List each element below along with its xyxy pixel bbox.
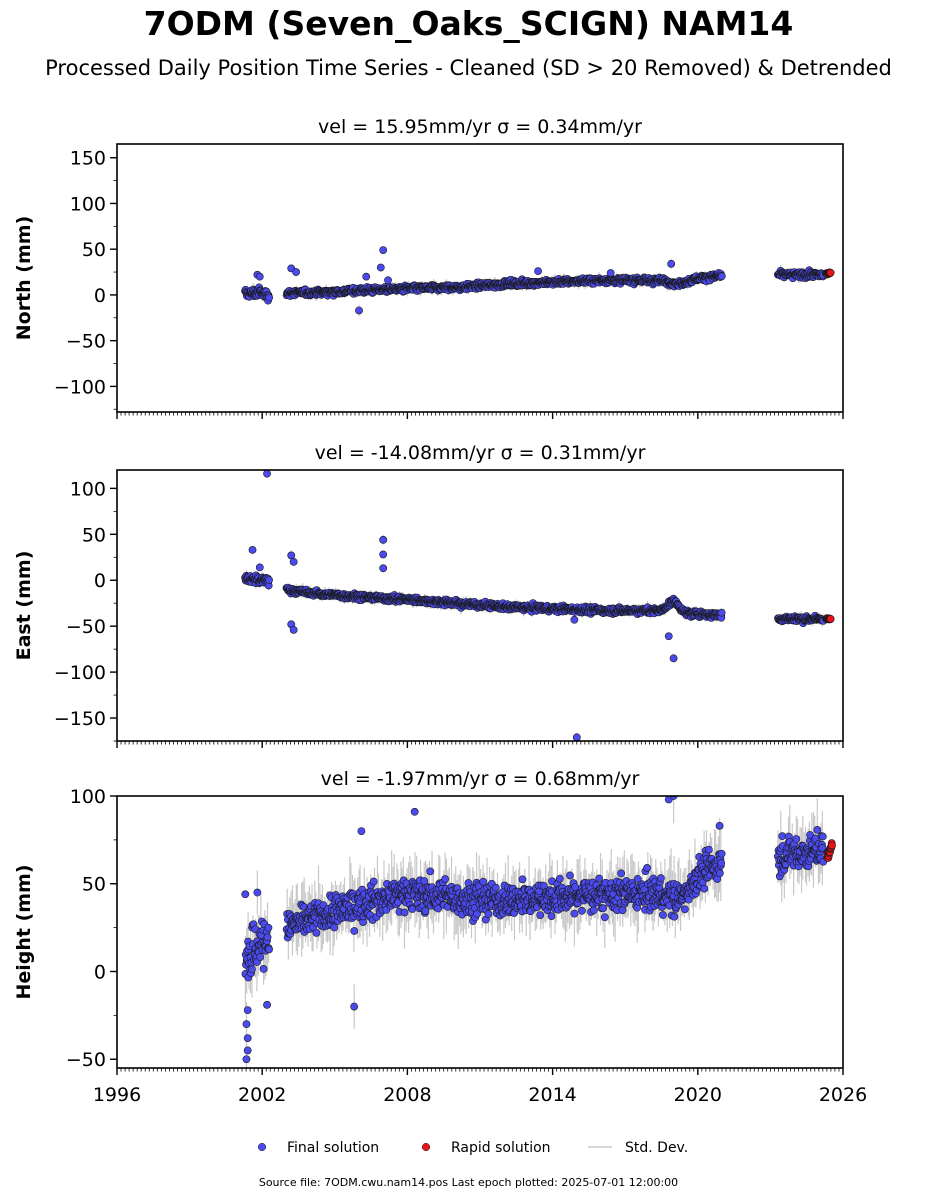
- y-tick-label: −150: [54, 708, 106, 730]
- final-point: [536, 911, 545, 919]
- plot-frame: [116, 143, 844, 413]
- final-point: [289, 625, 298, 634]
- rapid-point: [826, 268, 835, 277]
- final-point: [408, 905, 417, 913]
- final-point: [264, 923, 273, 932]
- final-point: [379, 564, 388, 573]
- final-point: [379, 535, 388, 544]
- y-tick-label: 150: [70, 148, 106, 170]
- final-point: [659, 911, 667, 919]
- final-point: [484, 910, 493, 918]
- final-point: [400, 908, 409, 917]
- y-tick-label: 0: [94, 285, 106, 307]
- final-point: [330, 923, 339, 932]
- final-point: [667, 259, 676, 268]
- final-point: [292, 268, 300, 276]
- final-point: [566, 871, 574, 880]
- y-tick-label: 100: [70, 478, 106, 500]
- panel-1: −100 −50 0 50 100 150 vel = 15.95mm/yr σ = 0.3…: [13, 116, 844, 419]
- figure-subtitle: Processed Daily Position Time Series - C…: [45, 56, 892, 80]
- panel-title: vel = -14.08mm/yr σ = 0.31mm/yr: [315, 442, 646, 464]
- final-point: [312, 928, 321, 937]
- final-point: [384, 276, 392, 285]
- final-point: [426, 867, 435, 876]
- final-point: [595, 874, 603, 883]
- final-point: [420, 877, 429, 885]
- final-point: [518, 875, 527, 884]
- final-point: [555, 874, 564, 883]
- final-point: [379, 246, 388, 255]
- final-point: [578, 906, 586, 915]
- final-point: [633, 875, 642, 883]
- final-point: [376, 263, 385, 272]
- final-point: [265, 576, 273, 584]
- panel-data: [241, 470, 835, 741]
- y-tick-label: 50: [82, 524, 106, 546]
- final-point: [263, 470, 271, 478]
- final-point: [600, 913, 609, 922]
- final-point: [547, 912, 556, 921]
- y-tick-label: −100: [54, 662, 106, 684]
- final-point: [248, 546, 257, 554]
- y-axis-label: East (mm): [13, 551, 35, 661]
- final-point: [669, 654, 678, 663]
- final-point: [369, 877, 378, 886]
- final-point: [606, 269, 615, 277]
- final-point: [599, 904, 608, 913]
- final-point: [265, 293, 274, 302]
- final-point: [491, 883, 500, 892]
- final-point: [255, 272, 264, 281]
- y-tick-label: 100: [70, 193, 106, 215]
- final-point: [617, 869, 626, 878]
- final-point: [680, 905, 689, 914]
- y-tick-label: −100: [54, 376, 106, 398]
- final-point: [664, 632, 673, 641]
- final-point: [289, 557, 298, 566]
- final-point: [362, 272, 371, 281]
- final-point: [479, 877, 488, 886]
- final-point: [570, 615, 579, 624]
- final-point: [656, 874, 665, 883]
- y-tick-label: 50: [82, 239, 106, 261]
- final-point: [717, 608, 726, 617]
- final-point: [256, 953, 265, 961]
- final-point: [534, 267, 542, 276]
- y-axis-label: North (mm): [13, 216, 35, 341]
- final-point: [434, 904, 442, 913]
- final-point: [259, 965, 268, 973]
- final-point: [421, 907, 430, 915]
- y-tick-label: 0: [94, 570, 106, 592]
- final-point: [670, 912, 679, 921]
- figure-title: 7ODM (Seven_Oaks_SCIGN) NAM14: [143, 4, 794, 43]
- final-point: [263, 933, 272, 942]
- final-point: [350, 927, 359, 935]
- final-point: [643, 864, 651, 872]
- final-point: [572, 733, 581, 741]
- y-tick-label: −50: [66, 331, 106, 353]
- panel-title: vel = 15.95mm/yr σ = 0.34mm/yr: [318, 116, 642, 138]
- final-point: [355, 306, 363, 315]
- y-tick-label: −50: [66, 616, 106, 638]
- rapid-point: [826, 615, 835, 623]
- final-point: [441, 875, 450, 883]
- final-point: [618, 906, 627, 915]
- panel-data: [241, 246, 835, 317]
- final-point: [570, 909, 579, 918]
- final-point: [379, 550, 388, 559]
- final-point: [717, 272, 726, 281]
- final-point: [287, 551, 296, 560]
- final-point: [589, 906, 598, 915]
- panel-data: [241, 796, 836, 1068]
- panel-2: −150 −100 −50 0 50 100 vel = -14.08mm/yr σ = 0…: [13, 442, 844, 748]
- final-point: [265, 945, 273, 954]
- final-point: [248, 965, 256, 974]
- final-point: [255, 563, 264, 572]
